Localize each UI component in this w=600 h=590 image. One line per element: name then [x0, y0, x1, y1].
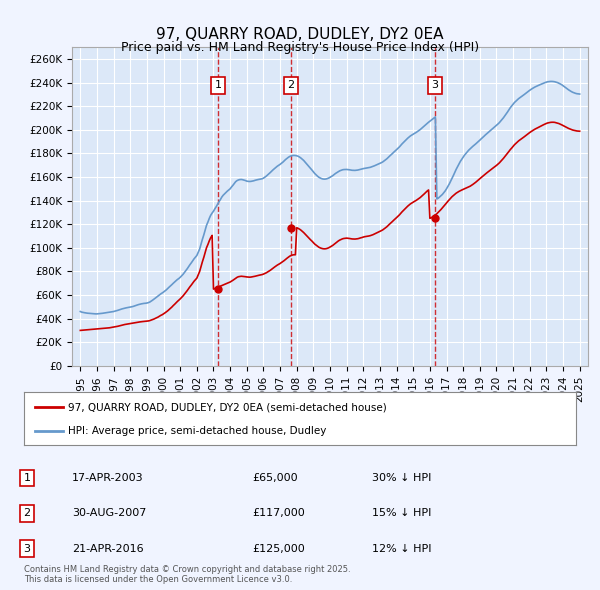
Text: 2: 2	[287, 80, 295, 90]
Text: 17-APR-2003: 17-APR-2003	[72, 473, 143, 483]
Text: 21-APR-2016: 21-APR-2016	[72, 544, 143, 553]
Text: Price paid vs. HM Land Registry's House Price Index (HPI): Price paid vs. HM Land Registry's House …	[121, 41, 479, 54]
Text: 12% ↓ HPI: 12% ↓ HPI	[372, 544, 431, 553]
Text: 30% ↓ HPI: 30% ↓ HPI	[372, 473, 431, 483]
Text: 30-AUG-2007: 30-AUG-2007	[72, 509, 146, 518]
Text: £125,000: £125,000	[252, 544, 305, 553]
Text: HPI: Average price, semi-detached house, Dudley: HPI: Average price, semi-detached house,…	[68, 425, 326, 435]
Text: 2: 2	[23, 509, 31, 518]
Text: £117,000: £117,000	[252, 509, 305, 518]
Text: 3: 3	[23, 544, 31, 553]
Text: 15% ↓ HPI: 15% ↓ HPI	[372, 509, 431, 518]
Text: 1: 1	[23, 473, 31, 483]
Text: 97, QUARRY ROAD, DUDLEY, DY2 0EA (semi-detached house): 97, QUARRY ROAD, DUDLEY, DY2 0EA (semi-d…	[68, 402, 387, 412]
Text: £65,000: £65,000	[252, 473, 298, 483]
Text: 97, QUARRY ROAD, DUDLEY, DY2 0EA: 97, QUARRY ROAD, DUDLEY, DY2 0EA	[156, 27, 444, 41]
Text: 3: 3	[431, 80, 439, 90]
Text: 1: 1	[215, 80, 222, 90]
Text: Contains HM Land Registry data © Crown copyright and database right 2025.
This d: Contains HM Land Registry data © Crown c…	[24, 565, 350, 584]
